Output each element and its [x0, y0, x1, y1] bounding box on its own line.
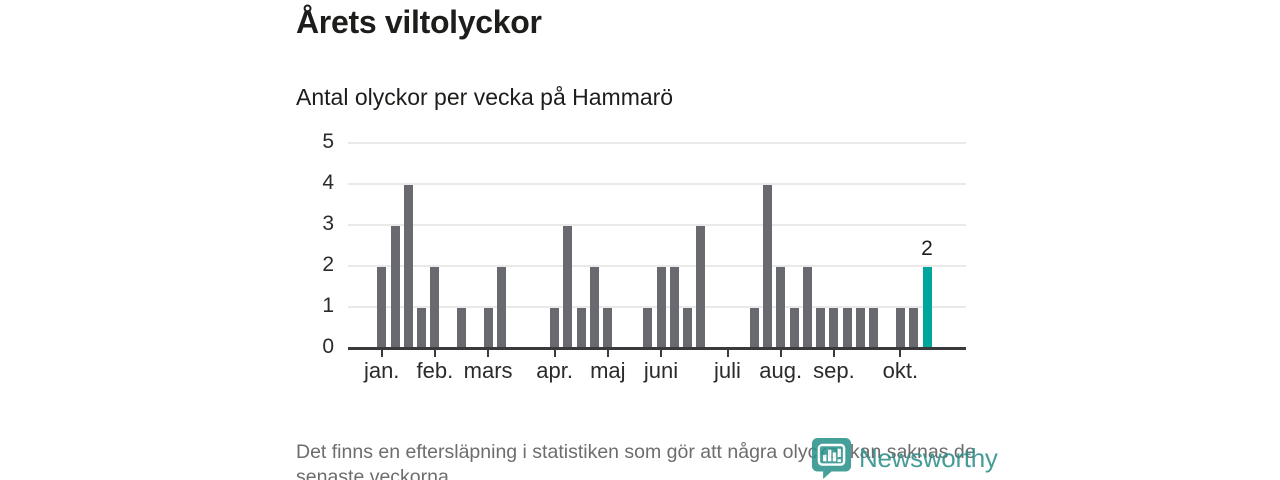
bar-week	[802, 267, 812, 349]
y-axis-label-4: 4	[322, 171, 334, 194]
x-axis-label-maj: maj	[590, 358, 626, 383]
bar-week	[869, 308, 879, 349]
newsworthy-logo: Newsworthy	[811, 437, 998, 480]
bar-week	[430, 267, 440, 349]
bar-week	[550, 308, 560, 349]
bar-week	[909, 308, 919, 349]
y-axis-label-2: 2	[322, 253, 334, 276]
bar-week	[576, 308, 586, 349]
footer-note-line: senaste veckorna.	[296, 466, 455, 480]
footer-note: Det finns en eftersläpning i statistiken…	[296, 440, 976, 480]
chart-subtitle: Antal olyckor per vecka på Hammarö	[296, 84, 674, 110]
y-axis-label-3: 3	[322, 212, 334, 235]
gridline-y4	[348, 183, 966, 185]
bar-week	[856, 308, 865, 349]
bar-week	[643, 308, 653, 349]
bar-week	[776, 267, 786, 349]
bar-week	[816, 308, 826, 349]
newsworthy-speech-bubble-chart-icon	[811, 437, 852, 480]
y-axis-label-0: 0	[322, 335, 334, 358]
gridline-y2	[348, 265, 966, 267]
y-axis-label-1: 1	[322, 294, 334, 317]
bar-week	[603, 308, 613, 349]
x-axis-tick-okt	[899, 348, 902, 357]
bar-week	[683, 308, 693, 349]
footer-note-line: Det finns en eftersläpning i statistiken…	[296, 441, 976, 463]
newsworthy-logo-text: Newsworthy	[859, 443, 998, 473]
x-axis-tick-feb	[433, 348, 436, 357]
bar-week	[762, 185, 772, 349]
bar-week	[457, 308, 466, 349]
x-axis-label-mars: mars	[463, 358, 513, 383]
x-axis-label-feb: feb.	[416, 358, 454, 383]
bar-week	[417, 308, 427, 349]
bar-week	[390, 226, 400, 349]
x-axis-tick-apr	[553, 348, 556, 357]
chart-title: Årets viltolyckor	[296, 4, 542, 40]
x-axis-label-apr: apr.	[536, 358, 573, 383]
x-axis-label-aug: aug.	[759, 358, 803, 383]
x-axis-tick-juli	[726, 348, 729, 357]
x-axis-tick-juni	[660, 348, 662, 357]
x-axis-label-okt: okt.	[882, 358, 919, 383]
bar-week	[842, 308, 852, 349]
bar-week	[496, 267, 506, 349]
x-axis-line	[348, 347, 966, 350]
bar-week	[563, 226, 573, 349]
bar-week	[377, 267, 387, 349]
gridline-y3	[348, 224, 966, 226]
x-axis-tick-sep	[832, 348, 835, 357]
x-axis-tick-maj	[606, 348, 609, 357]
x-axis-tick-jan	[380, 348, 383, 357]
gridline-y5	[348, 142, 966, 144]
bar-week	[483, 308, 493, 349]
x-axis-label-sep: sep.	[813, 358, 855, 383]
bar-week	[590, 267, 599, 349]
x-axis-tick-mars	[487, 348, 490, 357]
bar-week-highlighted	[922, 267, 932, 349]
plot-area	[348, 142, 966, 357]
bar-week	[789, 308, 799, 349]
x-axis-label-juni: juni	[643, 358, 679, 383]
x-axis-label-juli: juli	[714, 358, 741, 383]
bar-week	[669, 267, 679, 349]
bar-week	[895, 308, 905, 349]
x-axis-tick-aug	[779, 348, 782, 357]
y-axis-label-5: 5	[322, 130, 334, 153]
bar-week	[749, 308, 759, 349]
bar-week	[696, 226, 706, 349]
bar-week	[656, 267, 666, 349]
highlight-bar-value-label: 2	[921, 237, 933, 260]
bar-week	[829, 308, 839, 349]
x-axis-label-jan: jan.	[363, 358, 400, 383]
bar-week	[403, 185, 413, 349]
